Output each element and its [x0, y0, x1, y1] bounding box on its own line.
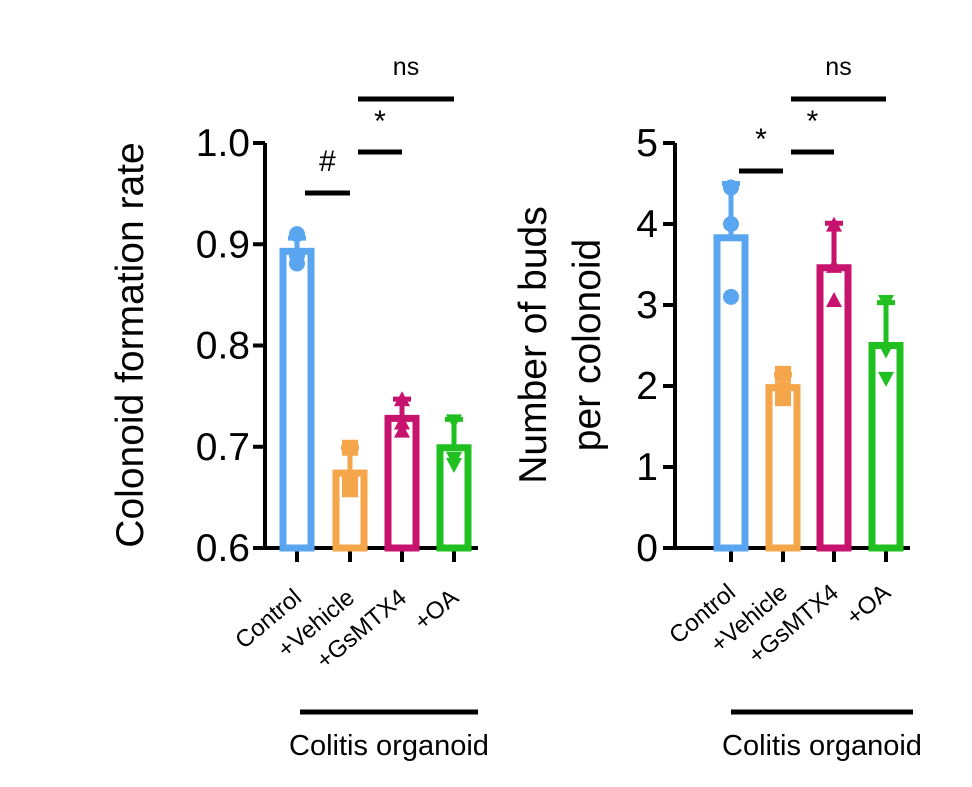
chart1-y-tick-label: 0.7 [196, 426, 250, 469]
chart1-plot: 0.6 0.7 0.8 0.9 1.0 Colonoid formation rate Co… [109, 53, 489, 762]
chart2-y-tick-label: 4 [636, 203, 658, 246]
chart2-bar [816, 264, 852, 552]
chart1-group-label: Colitis organoid [289, 730, 489, 762]
chart2-data-point [826, 257, 842, 273]
chart2-y-tick-label: 2 [636, 365, 658, 408]
chart2-data-point [878, 294, 894, 310]
chart2-y-tick-label: 1 [636, 446, 658, 489]
chart1-data-point [289, 255, 305, 272]
chart2-significance-label: * [807, 105, 819, 138]
chart2-data-point [723, 216, 739, 232]
chart1-y-tick-label: 0.8 [196, 325, 250, 368]
chart2-y-axis-label-line: Number of buds [512, 206, 555, 483]
chart1-y-axis-label-line: Colonoid formation rate [109, 142, 152, 547]
chart1-data-point [446, 414, 462, 430]
chart2-data-point [826, 216, 842, 232]
chart1-data-point [394, 414, 410, 430]
chart2-data-point [723, 288, 739, 305]
chart2-category-label: +OA [841, 579, 896, 631]
chart2-bar [765, 384, 801, 552]
chart2-data-point [878, 371, 894, 387]
chart1-data-point [342, 481, 358, 498]
chart2-data-point [775, 390, 791, 407]
chart2-y-axis-label-line: per colonoid [566, 239, 609, 451]
chart1-data-point [446, 457, 462, 473]
chart1-y-tick-label: 0.6 [196, 527, 250, 570]
chart1-significance-label: * [374, 105, 386, 138]
chart2-significance-label: * [755, 123, 767, 156]
chart1-significance-label: ns [393, 53, 419, 81]
chart1-y-axis-label: Colonoid formation rate [109, 142, 152, 547]
chart1-bar [384, 414, 420, 552]
chart1-data-point [289, 226, 305, 243]
chart2-data-point [826, 291, 842, 307]
chart2-data-point [775, 365, 791, 382]
chart2-y-tick-label: 0 [636, 527, 658, 570]
chart2-data-point [723, 179, 739, 196]
chart1-data-point [342, 439, 358, 456]
chart1-y-tick-label: 0.9 [196, 223, 250, 266]
chart1-y-tick-label: 1.0 [196, 122, 250, 165]
chart1-significance-label: # [319, 145, 336, 178]
chart2-group-label: Colitis organoid [722, 730, 922, 762]
chart2-y-tick-label: 5 [636, 122, 658, 165]
chart2-y-tick-label: 3 [636, 284, 658, 327]
chart2-data-point [878, 343, 894, 359]
chart1-bar [279, 247, 315, 552]
chart2-bar [713, 234, 749, 552]
chart1-data-point [394, 422, 410, 438]
chart2-y-axis-label: Number of buds per colonoid [512, 206, 609, 483]
chart2-significance-label: ns [825, 53, 851, 81]
chart1-category-label: +OA [409, 584, 464, 636]
chart1-data-point [394, 391, 410, 407]
